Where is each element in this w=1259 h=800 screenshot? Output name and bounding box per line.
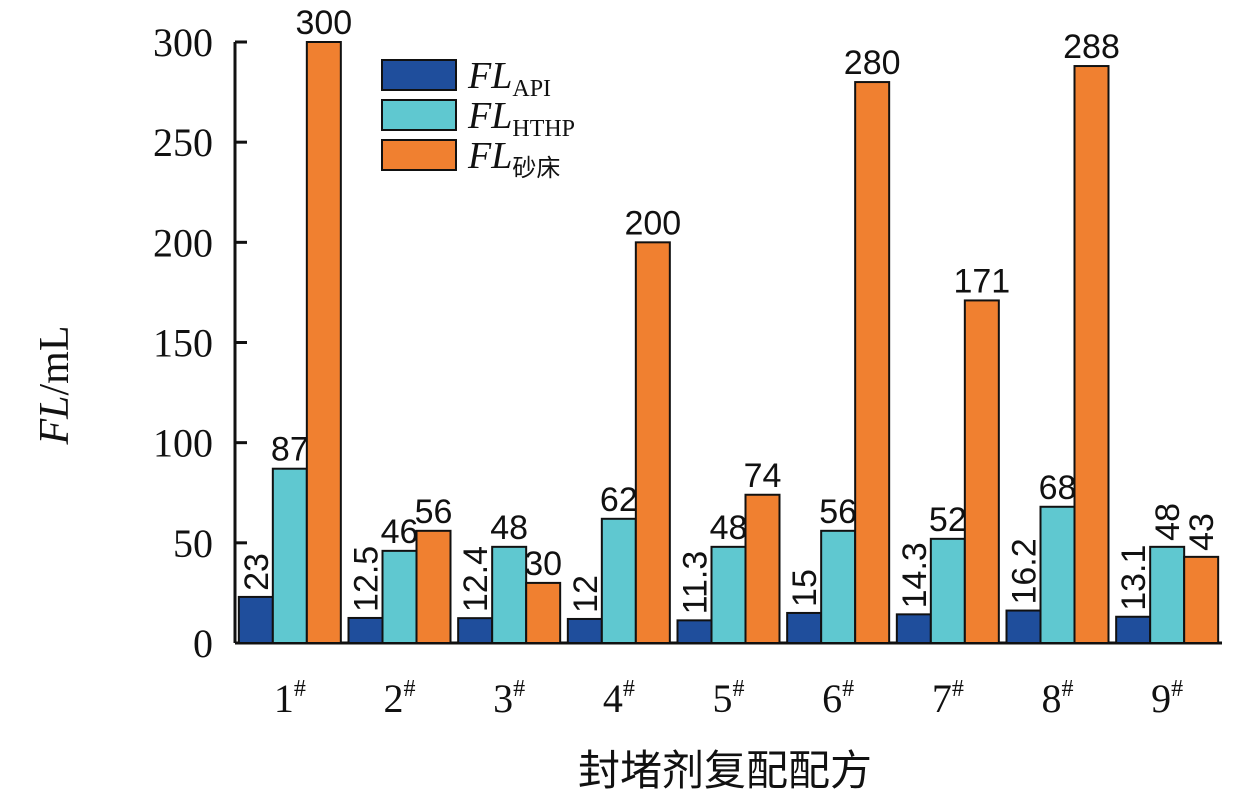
x-tick-label: 8# <box>1042 676 1074 721</box>
x-tick-label: 3# <box>493 676 525 721</box>
y-tick-label: 100 <box>153 421 213 466</box>
legend-label: FL砂床 <box>467 135 560 182</box>
y-tick-label: 300 <box>153 20 213 65</box>
data-label: 171 <box>953 262 1010 300</box>
data-label: 300 <box>295 4 352 42</box>
x-tick-label: 6# <box>822 676 854 721</box>
data-label: 87 <box>271 431 309 469</box>
data-label: 48 <box>490 509 528 547</box>
bar-api-6 <box>786 611 823 645</box>
data-label: 52 <box>929 501 967 539</box>
data-labels: 238730012.5465612.44830126220011.3487415… <box>238 4 1221 614</box>
legend-swatch <box>381 99 457 131</box>
bar-api-7 <box>895 613 932 645</box>
data-label: 15 <box>786 569 824 607</box>
bar-api-4 <box>566 617 603 645</box>
y-tick-label: 50 <box>173 521 213 566</box>
bar--8 <box>1073 65 1110 645</box>
svg-text:FL/mL: FL/mL <box>32 325 78 445</box>
x-tick-label: 5# <box>713 676 745 721</box>
y-tick-label: 0 <box>193 621 213 666</box>
data-label: 200 <box>624 204 681 242</box>
bar-hthp-2 <box>381 549 418 645</box>
bar-hthp-7 <box>929 537 966 644</box>
x-tick-label: 1# <box>274 676 306 721</box>
data-label: 11.3 <box>677 551 715 615</box>
y-axis-title: FL/mL <box>32 325 78 445</box>
data-label: 30 <box>524 545 562 583</box>
x-tick-label: 2# <box>384 676 416 721</box>
data-label: 12 <box>567 575 605 613</box>
x-tick-label: 4# <box>603 676 635 721</box>
bar--1 <box>305 41 342 644</box>
x-tick-label: 7# <box>932 676 964 721</box>
bar-api-1 <box>237 595 274 645</box>
legend-label: FLHTHP <box>467 95 575 142</box>
data-label: 48 <box>710 509 748 547</box>
bar-api-2 <box>347 616 384 644</box>
y-axis-title-main: FL <box>32 395 78 445</box>
y-tick-label: 150 <box>153 321 213 366</box>
x-axis-title: 封堵剂复配配方 <box>578 749 872 795</box>
bar-hthp-6 <box>820 529 857 645</box>
axes: 0 50 100 150 200 250 300 1# 2# 3# 4# 5# 6# 7# 8# 9# <box>153 20 1222 721</box>
data-label: 288 <box>1063 28 1120 66</box>
bar--2 <box>415 529 452 645</box>
legend-swatch <box>381 139 457 171</box>
data-label: 16.2 <box>1006 538 1044 604</box>
bar--7 <box>963 299 1000 644</box>
data-label: 280 <box>844 44 901 82</box>
data-label: 12.4 <box>457 546 495 612</box>
legend-swatch <box>381 59 457 91</box>
data-label: 14.3 <box>896 542 934 608</box>
y-tick-label: 250 <box>153 120 213 165</box>
data-label: 46 <box>381 513 419 551</box>
data-label: 62 <box>600 481 638 519</box>
bar-hthp-8 <box>1039 505 1076 645</box>
bar-api-5 <box>676 619 713 644</box>
data-label: 68 <box>1039 469 1077 507</box>
legend-label: FLAPI <box>467 55 551 102</box>
data-label: 56 <box>415 493 453 531</box>
data-label: 23 <box>238 553 276 591</box>
bar-hthp-4 <box>600 517 637 644</box>
data-label: 43 <box>1183 513 1221 551</box>
data-label: 12.5 <box>348 546 386 612</box>
bar-api-9 <box>1115 615 1152 645</box>
data-label: 48 <box>1149 503 1187 541</box>
x-tick-label: 9# <box>1151 676 1183 721</box>
data-label: 74 <box>744 457 782 495</box>
bar--6 <box>854 81 891 645</box>
bar--5 <box>744 493 781 644</box>
bar-hthp-9 <box>1149 545 1186 645</box>
bars <box>237 41 1220 645</box>
data-label: 13.1 <box>1115 545 1153 611</box>
y-tick-label: 200 <box>153 220 213 265</box>
bar-hthp-5 <box>710 545 747 645</box>
bar-api-8 <box>1005 609 1042 645</box>
y-axis-title-unit: /mL <box>32 325 78 395</box>
bar-hthp-3 <box>491 545 528 645</box>
bar--3 <box>525 581 562 645</box>
bar--9 <box>1183 555 1220 645</box>
bar--4 <box>634 241 671 644</box>
data-label: 56 <box>819 493 857 531</box>
bar-hthp-1 <box>271 467 308 644</box>
bar-api-3 <box>457 617 494 645</box>
